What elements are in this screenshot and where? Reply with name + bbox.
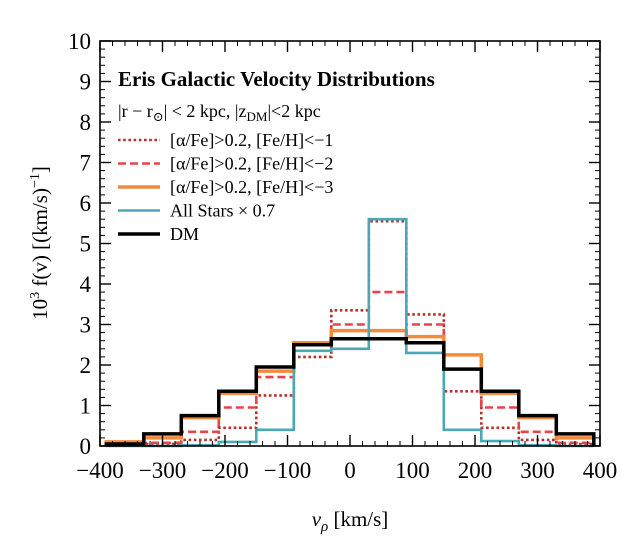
y-tick-label: 4 xyxy=(80,272,92,297)
x-tick-label: 400 xyxy=(583,458,618,483)
y-tick-label: 3 xyxy=(80,313,92,338)
y-tick-label: 7 xyxy=(80,151,92,176)
x-tick-label: 300 xyxy=(520,458,555,483)
y-tick-label: 2 xyxy=(80,353,92,378)
legend-label-5: DM xyxy=(170,224,199,244)
y-tick-label: 5 xyxy=(80,232,92,257)
series-line-4 xyxy=(106,217,594,448)
x-tick-label: 100 xyxy=(395,458,430,483)
y-tick-label: 1 xyxy=(80,394,92,419)
y-tick-label: 10 xyxy=(68,29,91,54)
y-tick-label: 6 xyxy=(80,191,92,216)
tick-layer: −400 −300 −200 −100 0 100 200 300 400 0 1 2 3 4 5 6 7 8 9 1… xyxy=(68,29,617,483)
x-tick-label: −200 xyxy=(201,458,248,483)
x-tick-label: −300 xyxy=(139,458,186,483)
x-axis-label: vρ [km/s] xyxy=(312,507,389,535)
legend-label-3: [α/Fe]>0.2, [Fe/H]<−3 xyxy=(170,177,333,197)
series-line-2 xyxy=(105,290,596,447)
series-layer xyxy=(104,217,596,448)
legend-label-1: [α/Fe]>0.2, [Fe/H]<−1 xyxy=(170,130,333,150)
series-line-5 xyxy=(104,336,596,446)
x-tick-label: 0 xyxy=(344,458,356,483)
y-tick-label: 8 xyxy=(80,110,92,135)
legend-label-4: All Stars × 0.7 xyxy=(170,201,275,221)
x-tick-label: −100 xyxy=(264,458,311,483)
y-tick-label: 9 xyxy=(80,70,92,95)
y-axis-label: 103 f(v) [(km/s)−1] xyxy=(28,166,52,320)
selection-label: |r − r⊙| < 2 kpc, |zDM|<2 kpc xyxy=(118,101,321,124)
chart-title: Eris Galactic Velocity Distributions xyxy=(118,67,435,91)
x-tick-label: 200 xyxy=(458,458,493,483)
series-line-1 xyxy=(105,219,596,447)
y-tick-label: 0 xyxy=(80,434,92,459)
legend: [α/Fe]>0.2, [Fe/H]<−1 [α/Fe]>0.2, [Fe/H]<… xyxy=(118,130,333,244)
legend-label-2: [α/Fe]>0.2, [Fe/H]<−2 xyxy=(170,154,333,174)
x-tick-label: −400 xyxy=(76,458,123,483)
